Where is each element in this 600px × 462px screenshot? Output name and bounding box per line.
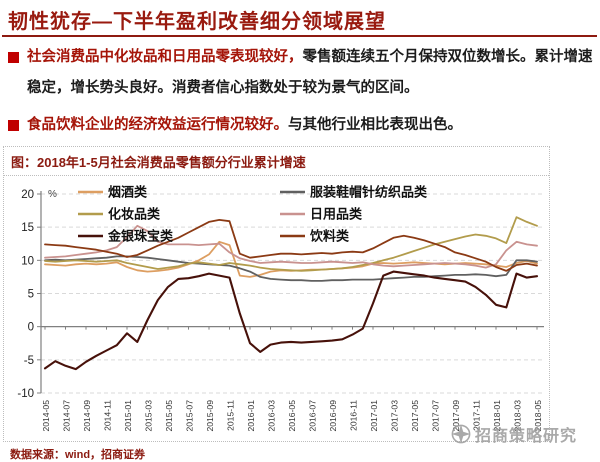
x-tick-label: 2015-11 — [226, 400, 236, 431]
x-tick-label: 2016-05 — [287, 400, 297, 432]
y-tick-label: -10 — [17, 388, 34, 400]
bullet-square-icon — [8, 52, 19, 63]
brand-watermark: 招商策略研究 — [450, 420, 600, 448]
bullet-highlight: 社会消费品中化妆品和日用品零表现较好， — [27, 49, 303, 65]
bullet-consumer-goods: 社会消费品中化妆品和日用品零表现较好，零售额连续五个月保持双位数增长。累计增速稳… — [8, 42, 595, 104]
x-tick-label: 2018-03 — [513, 400, 523, 432]
x-tick-label: 2016-09 — [328, 400, 338, 432]
y-tick-label: 15 — [21, 222, 34, 234]
compass-logo-icon — [451, 424, 471, 444]
x-tick-label: 2017-09 — [451, 400, 461, 432]
retail-growth-line-chart: 20 15 10 5 0 -5 -10% 2014-05 2014-07 2014-09 2014-… — [17, 185, 544, 432]
x-tick-label: 2015-09 — [205, 400, 215, 432]
y-tick-label: 10 — [21, 255, 34, 267]
series-line-日用品类 — [44, 224, 538, 269]
page-title: 韧性犹存—下半年盈利改善细分领域展望 — [8, 11, 386, 33]
x-tick-label: 2016-11 — [349, 400, 359, 431]
x-tick-label: 2017-11 — [472, 400, 482, 431]
bullet-text: 社会消费品中化妆品和日用品零表现较好，零售额连续五个月保持双位数增长。累计增速稳… — [27, 42, 595, 104]
x-tick-label: 2014-05 — [41, 400, 51, 432]
bullet-rest: 零售额连续五个月保持双位数增长。累计增速稳定，增长势头良好。消费者信心指数处于较… — [27, 49, 593, 96]
legend-label-烟酒类: 烟酒类 — [108, 185, 148, 200]
x-tick-label: 2015-05 — [164, 400, 174, 432]
x-tick-label: 2014-07 — [62, 400, 72, 432]
bullet-text: 食品饮料企业的经济效益运行情况较好。与其他行业相比表现出色。 — [27, 110, 462, 141]
x-tick-label: 2017-03 — [390, 400, 400, 432]
legend-label-化妆品类: 化妆品类 — [108, 207, 161, 222]
figure-caption: 图：2018年1-5月社会消费品零售额分行业累计增速 — [4, 147, 549, 176]
x-tick-label: 2014-11 — [103, 400, 113, 431]
legend-label-金银珠宝类: 金银珠宝类 — [107, 229, 174, 244]
bullet-highlight: 食品饮料企业的经济效益运行情况较好。 — [27, 117, 288, 133]
x-tick-label: 2017-07 — [431, 400, 441, 432]
x-tick-label: 2017-01 — [369, 400, 379, 432]
x-tick-label: 2018-05 — [533, 400, 543, 432]
bullet-square-icon — [8, 120, 19, 131]
y-tick-label: 20 — [21, 189, 34, 201]
series-line-化妆品类 — [44, 216, 538, 272]
bullet-food-beverage: 食品饮料企业的经济效益运行情况较好。与其他行业相比表现出色。 — [8, 110, 595, 141]
x-tick-label: 2016-07 — [308, 400, 318, 432]
legend-label-饮料类: 饮料类 — [309, 229, 350, 244]
legend-label-日用品类: 日用品类 — [310, 207, 363, 222]
x-tick-label: 2015-03 — [144, 400, 154, 432]
y-tick-label: 5 — [28, 288, 34, 300]
series-line-金银珠宝类 — [43, 270, 539, 371]
y-tick-label: -5 — [24, 355, 34, 367]
series-line-烟酒类 — [44, 240, 538, 278]
y-axis-unit-label: % — [48, 189, 57, 200]
legend-label-服装鞋帽针纺织品类: 服装鞋帽针纺织品类 — [310, 185, 428, 200]
x-tick-label: 2016-03 — [267, 400, 277, 432]
x-tick-label: 2015-07 — [185, 400, 195, 432]
watermark-text: 招商策略研究 — [475, 428, 578, 445]
x-tick-label: 2016-01 — [246, 400, 256, 432]
series-line-饮料类 — [44, 219, 538, 272]
figure-box: 图：2018年1-5月社会消费品零售额分行业累计增速 20 15 10 5 0 -5 -10… — [3, 146, 550, 442]
title-underline — [2, 35, 597, 37]
x-tick-label: 2015-01 — [123, 400, 133, 432]
x-tick-label: 2017-05 — [410, 400, 420, 432]
x-tick-label: 2014-09 — [82, 400, 92, 432]
bullet-rest: 与其他行业相比表现出色。 — [288, 117, 462, 133]
data-source-note: 数据来源：wind，招商证券 — [10, 449, 146, 461]
x-tick-label: 2018-01 — [492, 400, 502, 432]
y-tick-label: 0 — [28, 322, 34, 334]
